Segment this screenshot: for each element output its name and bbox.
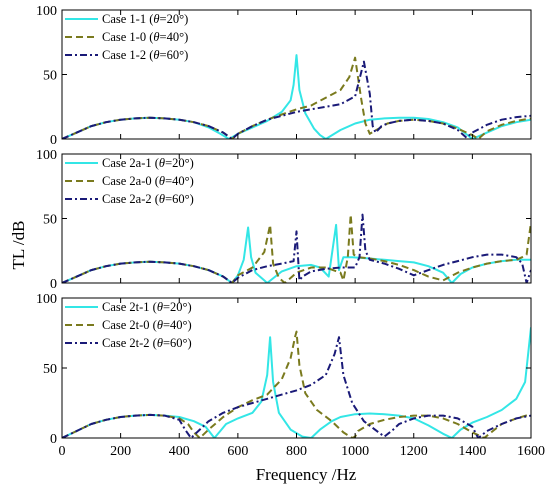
legend: Case 1-1 (θ=20°) Case 1-0 (θ=40°) Case 1-2… — [65, 12, 188, 62]
x-tick-label: 1200 — [400, 444, 428, 459]
legend-label-3: Case 2a-2 (θ=60°) — [102, 192, 194, 206]
y-axis-label: TL /dB — [9, 221, 28, 270]
legend-label-2: Case 1-0 (θ=40°) — [102, 30, 188, 44]
series-group — [62, 54, 531, 139]
x-tick-label: 1400 — [458, 444, 486, 459]
x-tick-label: 1600 — [517, 444, 545, 459]
x-tick-label: 800 — [286, 444, 307, 459]
legend-label-3: Case 1-2 (θ=60°) — [102, 48, 188, 62]
y-tick-label: 50 — [43, 213, 57, 228]
series-line-1 — [62, 54, 531, 139]
legend: Case 2t-1 (θ=20°) Case 2t-0 (θ=40°) Case 2… — [65, 300, 192, 350]
y-tick-label: 0 — [50, 432, 57, 447]
y-tick-label: 50 — [43, 362, 57, 377]
series-line-2 — [62, 56, 531, 139]
series-line-3 — [62, 60, 531, 139]
y-tick-label: 50 — [43, 69, 57, 84]
series-line-2 — [62, 330, 531, 438]
series-group — [62, 327, 531, 438]
y-tick-label: 0 — [50, 133, 57, 148]
legend-label-2: Case 2a-0 (θ=40°) — [102, 174, 194, 188]
series-line-3 — [62, 213, 531, 283]
x-tick-label: 1000 — [341, 444, 369, 459]
x-tick-label: 200 — [110, 444, 131, 459]
x-tick-label: 0 — [59, 444, 66, 459]
x-axis-label: Frequency /Hz — [256, 465, 357, 484]
legend-label-3: Case 2t-2 (θ=60°) — [102, 336, 192, 350]
y-tick-label: 100 — [36, 292, 57, 307]
legend-label-1: Case 2t-1 (θ=20°) — [102, 300, 192, 314]
x-tick-label: 600 — [227, 444, 248, 459]
legend-label-1: Case 1-1 (θ=20°) — [102, 12, 188, 26]
y-tick-label: 0 — [50, 277, 57, 292]
chart-panel-2: 0 50 100 Case 2a-1 (θ=20°) Case 2a-0 (θ=40°)… — [36, 148, 532, 292]
x-tick-label: 400 — [169, 444, 190, 459]
series-line-2 — [62, 213, 531, 283]
series-line-3 — [62, 336, 531, 438]
legend: Case 2a-1 (θ=20°) Case 2a-0 (θ=40°) Case 2… — [65, 156, 194, 206]
y-tick-label: 100 — [36, 4, 57, 19]
series-group — [62, 213, 531, 283]
y-tick-label: 100 — [36, 148, 57, 163]
legend-label-2: Case 2t-0 (θ=40°) — [102, 318, 192, 332]
legend-label-1: Case 2a-1 (θ=20°) — [102, 156, 194, 170]
